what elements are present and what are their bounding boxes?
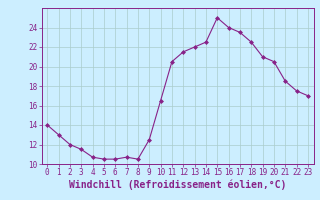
X-axis label: Windchill (Refroidissement éolien,°C): Windchill (Refroidissement éolien,°C): [69, 180, 286, 190]
